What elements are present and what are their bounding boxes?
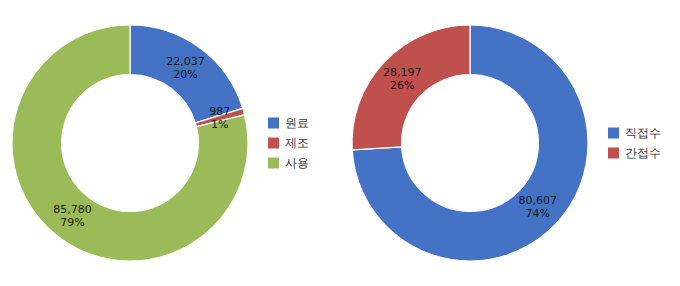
donut-panel: 80,60774% 28,19726% 직접수간접수 xyxy=(352,25,661,261)
legend-swatch xyxy=(608,128,619,139)
legend-label: 원료 xyxy=(285,116,309,130)
legend-item: 직접수 xyxy=(608,126,661,140)
legend-swatch xyxy=(608,148,619,159)
data-labels: 80,60774% 28,19726% xyxy=(383,66,557,220)
data-label: 22,037 xyxy=(166,55,205,68)
donut-slice xyxy=(130,25,243,123)
data-label: 74% xyxy=(526,207,550,220)
donut-panel: 22,03720% 9871% 85,78079% 원료제조사용 xyxy=(12,25,309,261)
legend-swatch xyxy=(268,158,279,169)
data-label: 85,780 xyxy=(53,203,92,216)
donut-slice xyxy=(352,25,588,261)
legend-label: 제조 xyxy=(285,136,309,150)
legend-item: 원료 xyxy=(268,116,309,130)
data-label: 80,607 xyxy=(519,194,558,207)
legend: 원료제조사용 xyxy=(268,116,309,170)
donut-slice xyxy=(12,25,248,261)
legend-swatch xyxy=(268,138,279,149)
chart-root: 22,03720% 9871% 85,78079% 원료제조사용 80,60774% 28… xyxy=(0,0,680,286)
legend-item: 간접수 xyxy=(608,146,661,160)
legend-swatch xyxy=(268,118,279,129)
donut: 80,60774% 28,19726% xyxy=(352,25,588,261)
data-label: 79% xyxy=(60,216,84,229)
data-label: 987 xyxy=(209,105,230,118)
legend-item: 제조 xyxy=(268,136,309,150)
data-label: 20% xyxy=(173,68,197,81)
data-label: 28,197 xyxy=(383,66,422,79)
donut-slice xyxy=(352,25,470,150)
legend-label: 직접수 xyxy=(625,126,661,140)
legend: 직접수간접수 xyxy=(608,126,661,160)
data-labels: 22,03720% 9871% 85,78079% xyxy=(53,55,230,229)
legend-label: 간접수 xyxy=(625,146,661,160)
legend-label: 사용 xyxy=(285,156,309,170)
data-label: 26% xyxy=(390,79,414,92)
legend-item: 사용 xyxy=(268,156,309,170)
data-label: 1% xyxy=(211,118,228,131)
donut: 22,03720% 9871% 85,78079% xyxy=(12,25,248,261)
